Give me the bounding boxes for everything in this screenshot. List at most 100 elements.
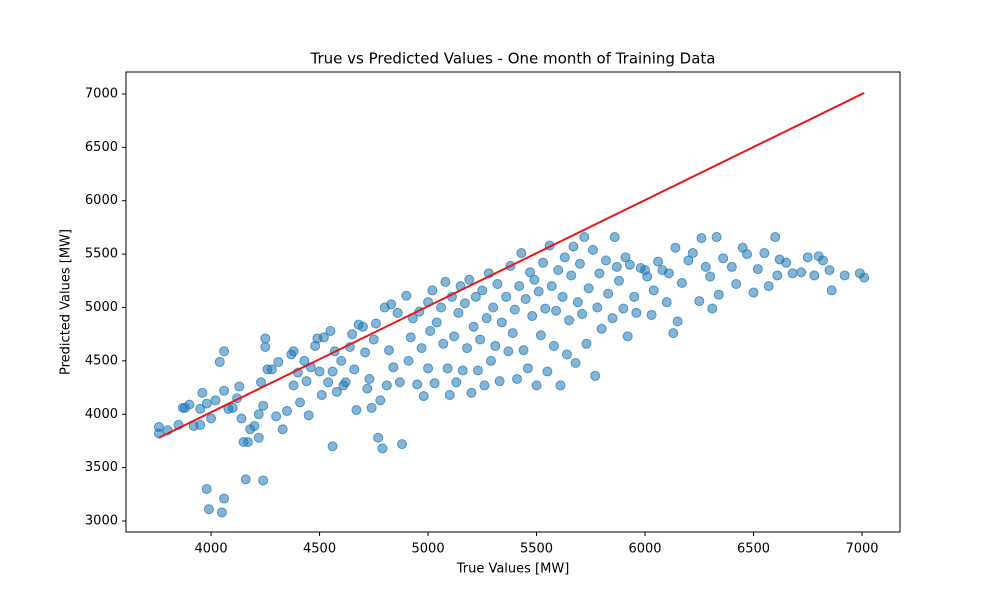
scatter-point <box>477 285 488 296</box>
scatter-point <box>255 377 266 388</box>
scatter-point <box>314 366 325 377</box>
scatter-point <box>802 252 813 263</box>
scatter-point <box>273 356 284 367</box>
scatter-point <box>303 410 314 421</box>
scatter-point <box>440 276 451 287</box>
scatter-point <box>253 409 264 420</box>
scatter-point <box>427 285 438 296</box>
scatter-point <box>282 406 293 417</box>
scatter-point <box>683 255 694 266</box>
scatter-point <box>366 402 377 413</box>
scatter-point <box>696 233 707 244</box>
scatter-point <box>631 307 642 318</box>
scatter-point <box>503 346 514 357</box>
scatter-point <box>360 347 371 358</box>
scatter-point <box>687 248 698 259</box>
scatter-point <box>711 232 722 243</box>
scatter-point <box>603 288 614 299</box>
scatter-point <box>197 387 208 398</box>
scatter-point <box>258 400 269 411</box>
scatter-point <box>529 274 540 285</box>
y-tick-label: 5000 <box>85 300 118 315</box>
scatter-point <box>492 279 503 290</box>
scatter-point <box>663 268 674 279</box>
scatter-point <box>600 255 611 266</box>
scatter-point <box>512 374 523 385</box>
scatter-point <box>364 374 375 385</box>
scatter-point <box>718 253 729 264</box>
scatter-point <box>242 437 253 448</box>
scatter-point <box>481 313 492 324</box>
axes-frame <box>125 71 901 533</box>
scatter-point <box>525 267 536 278</box>
scatter-point <box>475 334 486 345</box>
scatter-point <box>412 379 423 390</box>
scatter-point <box>731 279 742 290</box>
scatter-point <box>668 328 679 339</box>
scatter-point <box>203 504 214 515</box>
scatter-point <box>859 272 870 283</box>
scatter-point <box>468 321 479 332</box>
scatter-point <box>676 277 687 288</box>
scatter-point <box>210 395 221 406</box>
scatter-point <box>392 307 403 318</box>
scatter-point <box>349 364 360 375</box>
scatter-point <box>340 377 351 388</box>
scatter-point <box>759 248 770 259</box>
scatter-point <box>607 313 618 324</box>
scatter-point <box>557 291 568 302</box>
scatter-point <box>514 281 525 292</box>
scatter-point <box>661 297 672 308</box>
scatter-point <box>240 474 251 485</box>
scatter-point <box>520 293 531 304</box>
scatter-point <box>574 258 585 269</box>
scatter-point <box>386 299 397 310</box>
scatter-point <box>824 265 835 276</box>
scatter-point <box>559 252 570 263</box>
scatter-point <box>219 493 230 504</box>
scatter-point <box>416 343 427 354</box>
scatter-point <box>518 345 529 356</box>
scatter-point <box>507 328 518 339</box>
y-tick-label: 4500 <box>85 353 118 368</box>
x-tick-label: 4000 <box>195 542 228 557</box>
scatter-point <box>700 261 711 272</box>
scatter-point <box>763 281 774 292</box>
scatter-point <box>713 289 724 300</box>
scatter-point <box>323 377 334 388</box>
scatter-point <box>295 397 306 408</box>
scatter-point <box>742 249 753 260</box>
scatter-point <box>707 303 718 314</box>
scatter-point <box>551 305 562 316</box>
scatter-point <box>670 242 681 253</box>
scatter-point <box>618 303 629 314</box>
scatter-point <box>373 432 384 443</box>
y-tick-label: 6000 <box>85 193 118 208</box>
scatter-point <box>418 391 429 402</box>
plot-area <box>153 92 870 518</box>
scatter-point <box>646 309 657 320</box>
scatter-point <box>501 291 512 302</box>
scatter-point <box>357 321 368 332</box>
scatter-point <box>260 341 271 352</box>
scatter-point <box>538 257 549 268</box>
scatter-point <box>327 441 338 452</box>
scatter-point <box>839 270 850 281</box>
scatter-point <box>613 275 624 286</box>
scatter-point <box>299 355 310 366</box>
scatter-point <box>809 270 820 281</box>
scatter-point <box>570 358 581 369</box>
scatter-point <box>787 268 798 279</box>
scatter-point <box>579 232 590 243</box>
scatter-point <box>388 362 399 373</box>
scatter-point <box>817 255 828 266</box>
scatter-point <box>423 363 434 374</box>
scatter-point <box>564 315 575 326</box>
scatter-point <box>594 268 605 279</box>
scatter-point <box>596 323 607 334</box>
scatter-point <box>485 355 496 366</box>
scatter-point <box>590 370 601 381</box>
scatter-point <box>752 264 763 275</box>
scatter-point <box>522 363 533 374</box>
